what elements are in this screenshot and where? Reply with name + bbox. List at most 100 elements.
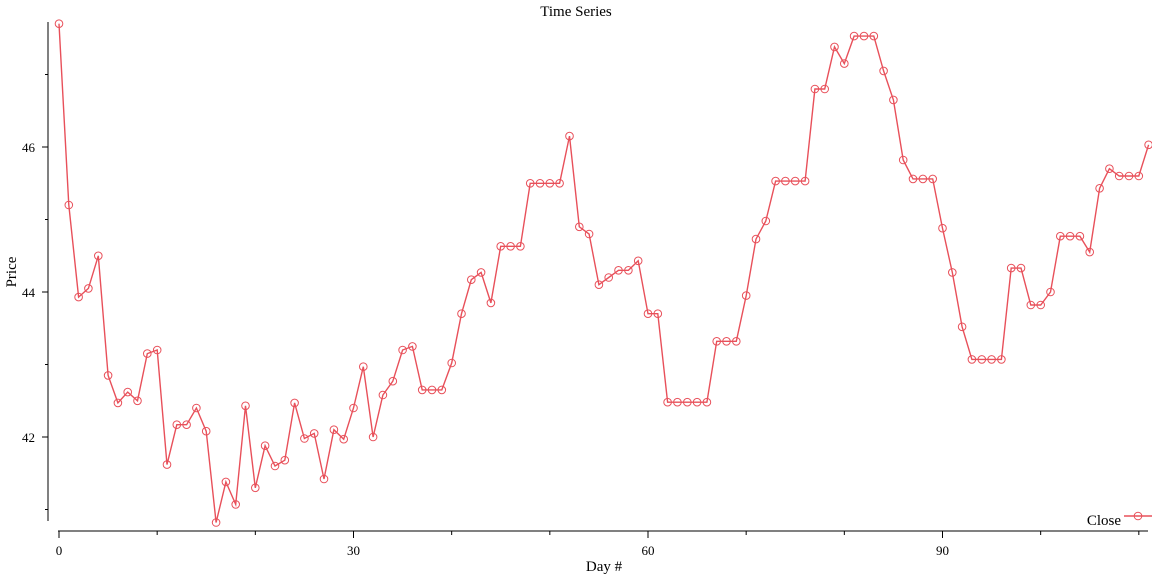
x-axis-label: Day # bbox=[586, 559, 623, 575]
data-point bbox=[476, 268, 486, 277]
data-point bbox=[192, 403, 201, 413]
data-point bbox=[280, 455, 290, 465]
data-point bbox=[565, 131, 574, 141]
data-point bbox=[467, 275, 476, 285]
data-point bbox=[849, 31, 859, 41]
data-point bbox=[182, 420, 191, 430]
data-point bbox=[94, 251, 103, 261]
data-point bbox=[525, 179, 535, 188]
data-point bbox=[1056, 231, 1065, 241]
data-point bbox=[663, 397, 672, 407]
data-point bbox=[653, 309, 663, 319]
data-point bbox=[152, 345, 162, 355]
data-point bbox=[800, 176, 810, 186]
data-point bbox=[584, 229, 594, 239]
data-point bbox=[604, 273, 614, 282]
data-point bbox=[388, 376, 398, 386]
data-point bbox=[908, 174, 918, 184]
data-point bbox=[1026, 300, 1036, 310]
data-point bbox=[1075, 231, 1085, 241]
data-point bbox=[751, 234, 761, 244]
data-point bbox=[486, 298, 496, 308]
data-point bbox=[133, 396, 142, 406]
data-point bbox=[496, 242, 506, 251]
data-point bbox=[898, 155, 908, 165]
data-point bbox=[1095, 184, 1104, 193]
data-point bbox=[918, 174, 928, 184]
data-point bbox=[702, 397, 712, 407]
data-point bbox=[300, 434, 309, 443]
x-tick-label: 60 bbox=[641, 543, 654, 558]
data-point bbox=[378, 390, 388, 400]
data-point bbox=[555, 179, 564, 188]
legend-swatch-marker bbox=[1133, 511, 1143, 521]
data-point bbox=[732, 337, 741, 346]
legend: Close bbox=[1087, 511, 1152, 529]
data-point bbox=[231, 500, 240, 509]
x-tick-label: 30 bbox=[347, 543, 360, 558]
close-series-line bbox=[58, 23, 1150, 523]
data-point bbox=[928, 174, 938, 184]
data-point bbox=[722, 337, 731, 346]
data-point bbox=[643, 309, 653, 319]
data-point bbox=[683, 397, 692, 407]
y-axis-label: Price bbox=[4, 256, 20, 287]
data-point bbox=[417, 385, 427, 395]
data-point bbox=[1134, 171, 1144, 181]
data-point bbox=[1065, 231, 1075, 241]
data-point bbox=[781, 176, 790, 186]
data-point bbox=[447, 358, 457, 368]
data-point bbox=[1105, 164, 1114, 173]
data-point bbox=[368, 432, 378, 442]
y-axis-ticks: 42 44 46 bbox=[22, 74, 48, 510]
data-point bbox=[761, 216, 771, 226]
data-point bbox=[201, 426, 211, 436]
data-point bbox=[840, 59, 849, 68]
data-point bbox=[614, 266, 623, 275]
data-point bbox=[457, 309, 466, 319]
data-point bbox=[594, 280, 604, 290]
data-point bbox=[535, 179, 545, 188]
data-point bbox=[692, 397, 702, 407]
data-point bbox=[270, 461, 280, 471]
data-point bbox=[408, 342, 417, 351]
chart-title: Time Series bbox=[540, 4, 612, 20]
data-point bbox=[251, 483, 260, 493]
data-point bbox=[633, 256, 643, 266]
data-point bbox=[820, 84, 830, 94]
data-point bbox=[241, 401, 250, 411]
data-point bbox=[1144, 140, 1152, 150]
data-point bbox=[437, 385, 447, 395]
data-point bbox=[790, 176, 800, 186]
data-point bbox=[1016, 263, 1026, 273]
data-point bbox=[1124, 171, 1134, 181]
data-point bbox=[506, 242, 515, 251]
data-point bbox=[113, 398, 123, 408]
x-tick-label: 0 bbox=[56, 543, 63, 558]
close-series-points bbox=[54, 19, 1152, 527]
data-point bbox=[869, 31, 879, 41]
data-point bbox=[339, 434, 349, 444]
x-tick-label: 90 bbox=[936, 543, 949, 558]
data-point bbox=[712, 337, 722, 346]
data-point bbox=[1006, 263, 1016, 273]
data-point bbox=[349, 403, 358, 413]
y-tick-label: 42 bbox=[22, 430, 35, 445]
data-point bbox=[221, 477, 231, 487]
data-point bbox=[830, 42, 839, 52]
legend-label-close: Close bbox=[1087, 513, 1122, 529]
data-point bbox=[741, 291, 751, 300]
x-axis-ticks: 0 30 60 90 bbox=[56, 531, 1140, 558]
data-point bbox=[1114, 171, 1124, 181]
data-point bbox=[948, 268, 957, 277]
data-point bbox=[967, 355, 977, 364]
data-point bbox=[889, 95, 898, 105]
data-point bbox=[329, 425, 339, 435]
data-point bbox=[427, 385, 437, 395]
data-point bbox=[309, 429, 319, 438]
data-point bbox=[103, 371, 113, 380]
data-point bbox=[211, 518, 221, 527]
data-point bbox=[143, 349, 152, 358]
y-tick-label: 44 bbox=[22, 285, 36, 300]
